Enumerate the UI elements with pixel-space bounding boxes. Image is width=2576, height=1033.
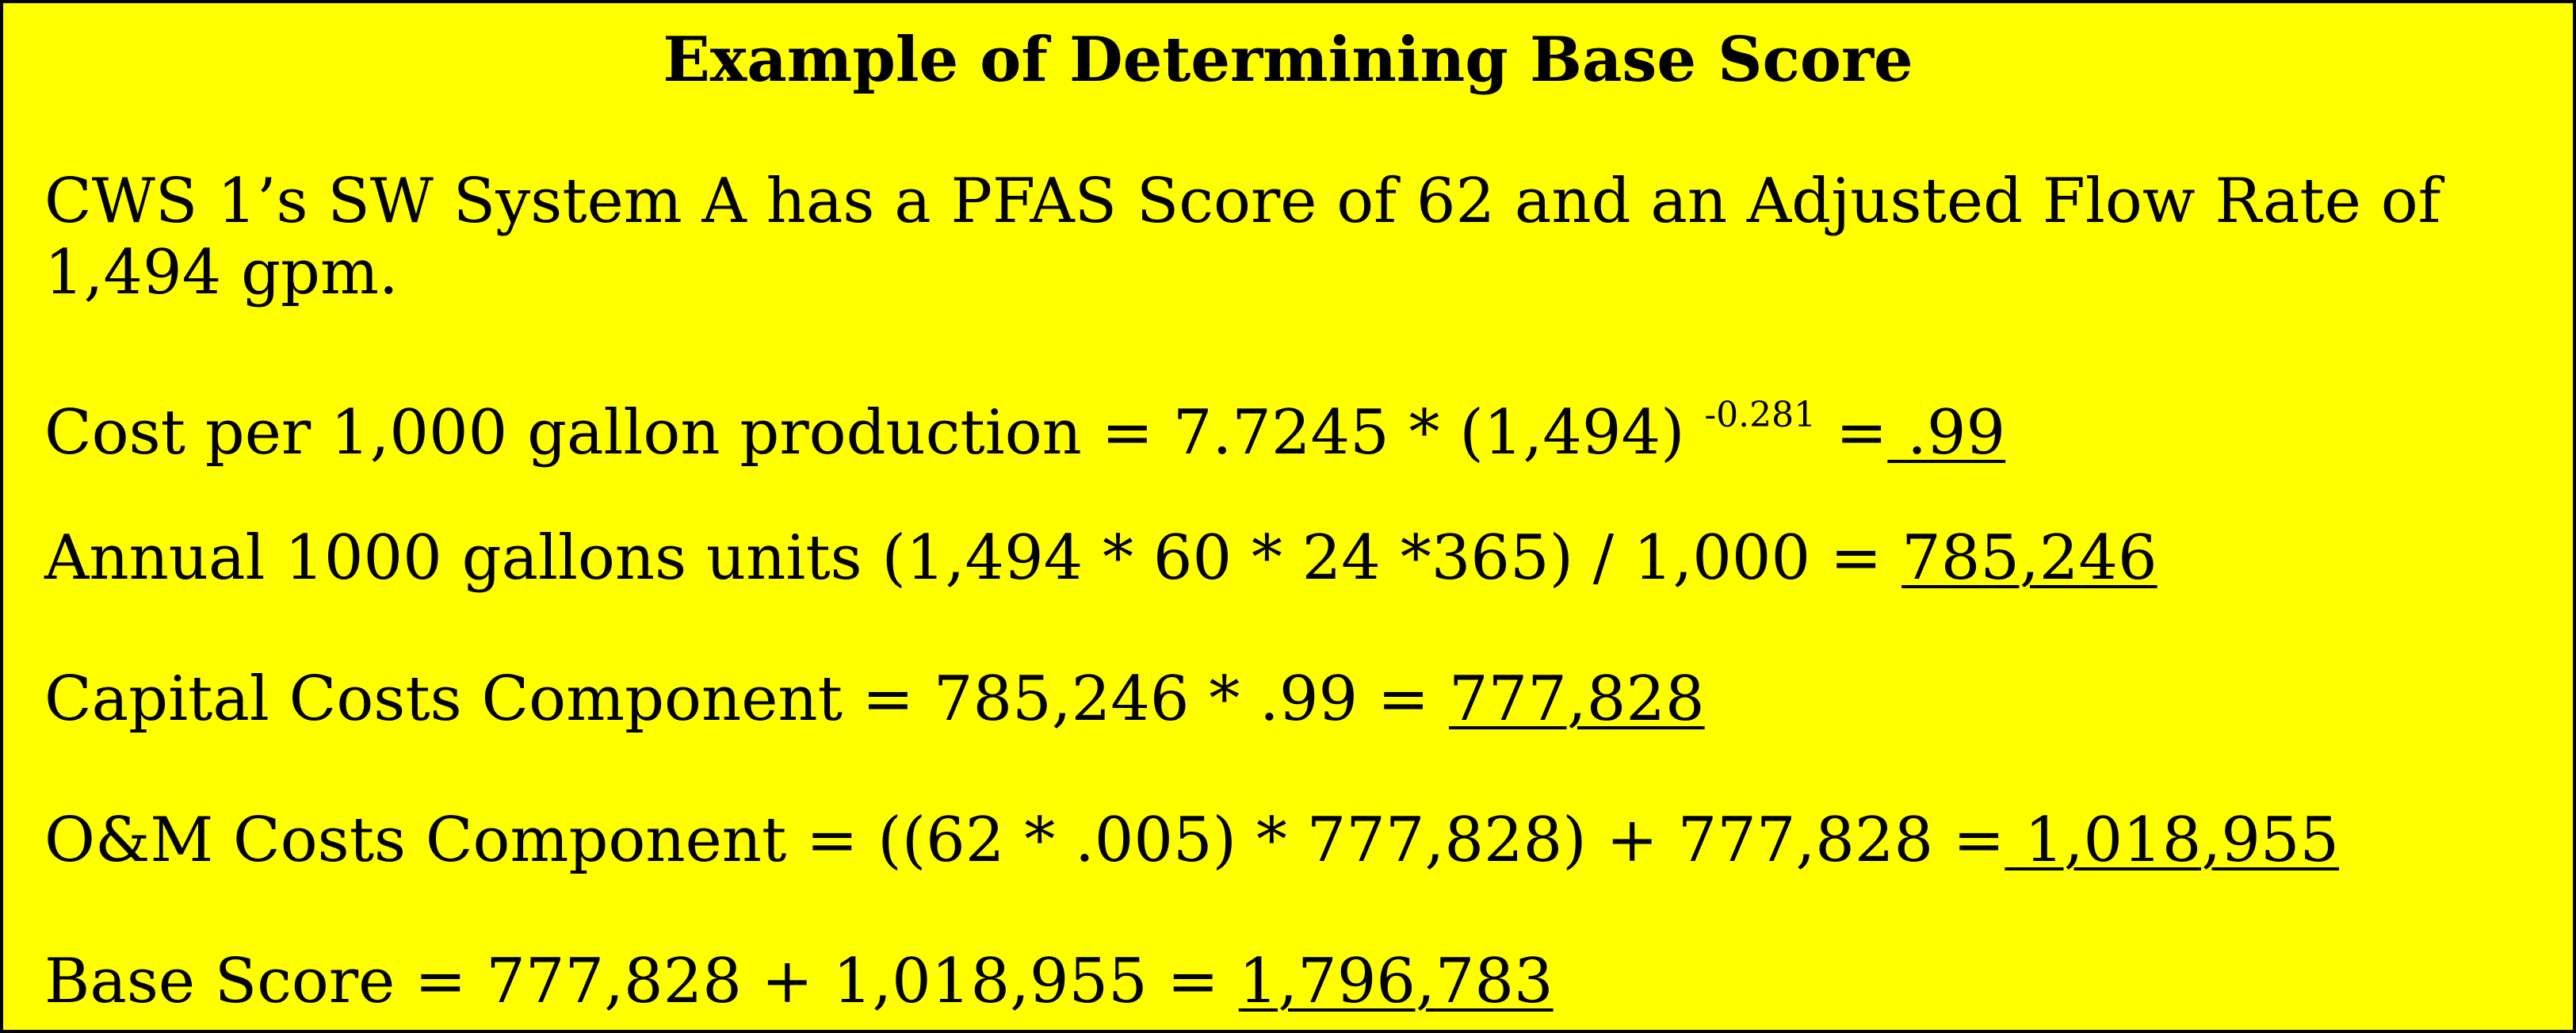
annual-units-formula: Annual 1000 gallons units (1,494 * 60 * …	[44, 522, 1902, 594]
om-costs-result: 1,018,955	[2005, 805, 2340, 876]
om-costs-formula: O&M Costs Component = ((62 * .005) * 777…	[44, 805, 2005, 876]
base-score-formula: Base Score = 777,828 + 1,018,955 =	[44, 946, 1239, 1017]
cost-per-1000-line: Cost per 1,000 gallon production = 7.724…	[44, 380, 2005, 469]
cost-per-1000-equals: =	[1816, 397, 1888, 469]
cost-per-1000-exponent: -0.281	[1704, 395, 1817, 435]
om-costs-line: O&M Costs Component = ((62 * .005) * 777…	[44, 805, 2339, 876]
cost-per-1000-formula: Cost per 1,000 gallon production = 7.724…	[44, 397, 1705, 469]
capital-costs-formula: Capital Costs Component = 785,246 * .99 …	[44, 664, 1450, 735]
annual-units-result: 785,246	[1901, 522, 2157, 594]
base-score-result: 1,796,783	[1238, 946, 1554, 1017]
annual-units-line: Annual 1000 gallons units (1,494 * 60 * …	[44, 522, 2157, 594]
base-score-line: Base Score = 777,828 + 1,018,955 = 1,796…	[44, 946, 1554, 1017]
intro-line-1: CWS 1’s SW System A has a PFAS Score of …	[44, 166, 2441, 237]
intro-line-2: 1,494 gpm.	[44, 237, 399, 308]
cost-per-1000-result: .99	[1887, 397, 2006, 469]
capital-costs-line: Capital Costs Component = 785,246 * .99 …	[44, 664, 1705, 735]
capital-costs-result: 777,828	[1449, 664, 1705, 735]
example-title: Example of Determining Base Score	[663, 24, 1913, 96]
